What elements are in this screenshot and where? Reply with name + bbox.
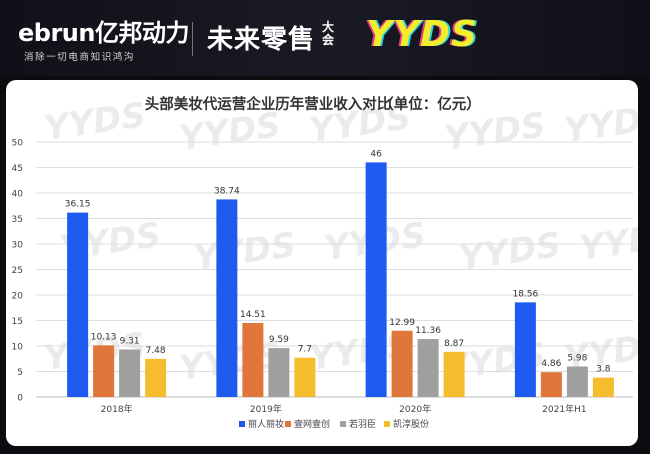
y-tick-label: 45 [12,164,23,174]
y-tick-label: 40 [12,190,24,200]
data-label: 12.99 [389,318,415,328]
data-label: 8.87 [444,339,464,349]
x-tick-label: 2018年 [101,403,133,415]
watermark-logo: YYDS [457,225,564,279]
bar [365,162,387,397]
bar [145,358,167,397]
data-label: 18.56 [512,289,538,299]
data-label: 10.13 [91,332,117,342]
x-tick-label: 2020年 [399,403,431,415]
watermark-logo: YYDS [177,105,284,159]
data-label: 11.36 [415,326,441,336]
legend-label: 凯淳股份 [393,418,429,430]
data-label: 7.48 [146,346,166,356]
bar [417,339,439,397]
data-label: 4.86 [541,359,561,369]
data-label: 36.15 [65,200,91,210]
legend: 丽人丽妆 壹网壹创 若羽臣 凯淳股份 [239,418,429,430]
y-tick-label: 5 [17,368,23,378]
bar [93,345,115,397]
event-name: 未来零售 [207,25,316,55]
legend-swatch [384,421,390,427]
data-label: 9.31 [120,337,140,347]
data-label: 3.8 [596,365,611,375]
brand-tagline: 消除一切电商知识鸿沟 [24,52,136,63]
data-label: 46 [370,149,382,159]
watermark-logo: YYDS [577,215,638,269]
bar [514,302,536,397]
data-labels: 36.15 10.13 9.31 7.48 38.74 14.51 9.59 7.7 46 12.… [65,149,611,374]
bar [592,377,614,397]
legend-swatch [285,421,291,427]
y-tick-label: 20 [12,292,24,302]
bar [294,357,316,397]
yyds-logo: YYDS [366,14,478,55]
chart-title: 头部美妆代运营企业历年营业收入对比 [145,95,392,113]
data-label: 38.74 [214,186,240,196]
brand-logo: ebrun亿邦动力 [18,19,189,47]
bars [67,162,614,397]
bar [391,330,413,397]
legend-label: 丽人丽妆 [248,418,284,430]
data-label: 5.98 [567,354,587,364]
x-tick-label: 2021年H1 [542,403,586,415]
legend-swatch [239,421,245,427]
bar [540,372,562,397]
legend-swatch [340,421,346,427]
y-tick-label: 0 [17,394,23,404]
y-tick-label: 15 [12,317,23,327]
watermark-logo: YYDS [192,225,299,279]
bar [119,349,141,397]
x-tick-label: 2019年 [250,403,282,415]
data-label: 7.7 [298,345,312,355]
event-suffix: 大会 [322,20,335,47]
y-tick-label: 25 [12,266,23,276]
watermark-logo: YYDS [42,95,149,149]
data-label: 14.51 [240,310,266,320]
bar [268,348,290,397]
header-divider [192,22,193,56]
watermark-logo: YYDS [442,105,549,159]
bar [67,212,89,397]
y-tick-label: 10 [12,343,24,353]
y-tick-label: 30 [12,241,24,251]
bar [443,351,465,397]
y-tick-label: 50 [12,139,24,149]
data-label: 9.59 [269,335,289,345]
x-axis: 2018年 2019年 2020年 2021年H1 [101,403,587,415]
y-axis: 0 5 10 15 20 25 30 35 40 45 50 [12,139,24,404]
legend-label: 壹网壹创 [294,418,330,430]
chart-unit: （单位：亿元） [379,95,481,113]
bar [566,366,588,397]
y-tick-label: 35 [12,215,23,225]
chart-card: YYDS YYDS YYDS YYDS YYDS YYDS YYDS YYDS YYDS YYDS… [6,80,638,446]
watermark-logo: YYDS [562,97,638,151]
bar [216,199,238,397]
legend-label: 若羽臣 [349,418,376,430]
header-banner: ebrun亿邦动力 消除一切电商知识鸿沟 未来零售 大会 YYDS [0,0,650,76]
bar [242,322,264,397]
